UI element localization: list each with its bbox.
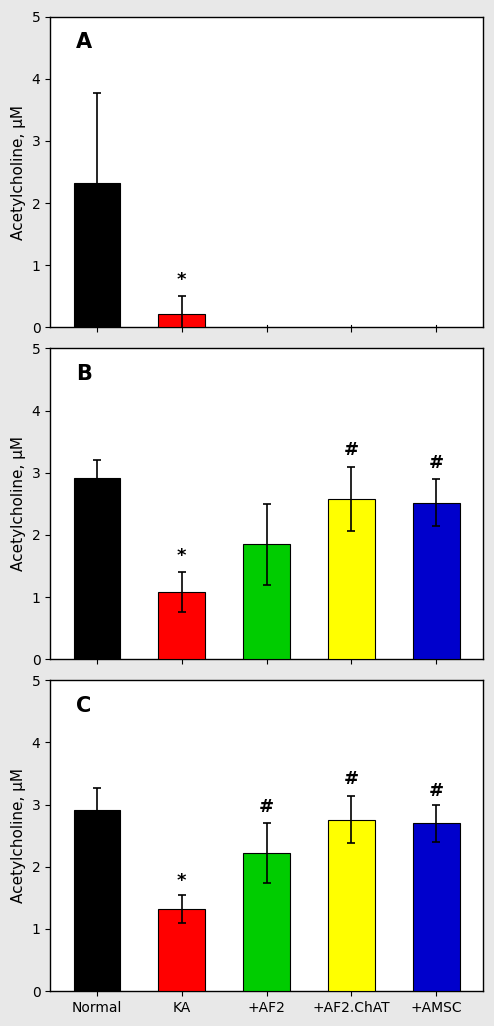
Y-axis label: Acetylcholine, μM: Acetylcholine, μM [11, 436, 26, 571]
Bar [159, 592, 205, 660]
Text: A: A [76, 32, 92, 52]
Bar [159, 314, 205, 327]
Text: *: * [177, 271, 187, 289]
Text: #: # [344, 771, 359, 788]
Bar [328, 499, 375, 660]
Bar [413, 823, 459, 991]
Text: *: * [177, 872, 187, 891]
Bar [74, 478, 120, 660]
Text: B: B [76, 364, 92, 384]
Bar [243, 545, 290, 660]
Text: #: # [259, 798, 274, 816]
Bar [74, 184, 120, 327]
Y-axis label: Acetylcholine, μM: Acetylcholine, μM [11, 768, 26, 903]
Y-axis label: Acetylcholine, μM: Acetylcholine, μM [11, 105, 26, 239]
Bar [159, 909, 205, 991]
Text: C: C [76, 696, 91, 716]
Bar [328, 820, 375, 991]
Bar [74, 810, 120, 991]
Text: #: # [344, 441, 359, 459]
Text: #: # [429, 453, 444, 472]
Bar [413, 503, 459, 660]
Text: *: * [177, 547, 187, 565]
Text: #: # [429, 782, 444, 799]
Bar [243, 854, 290, 991]
